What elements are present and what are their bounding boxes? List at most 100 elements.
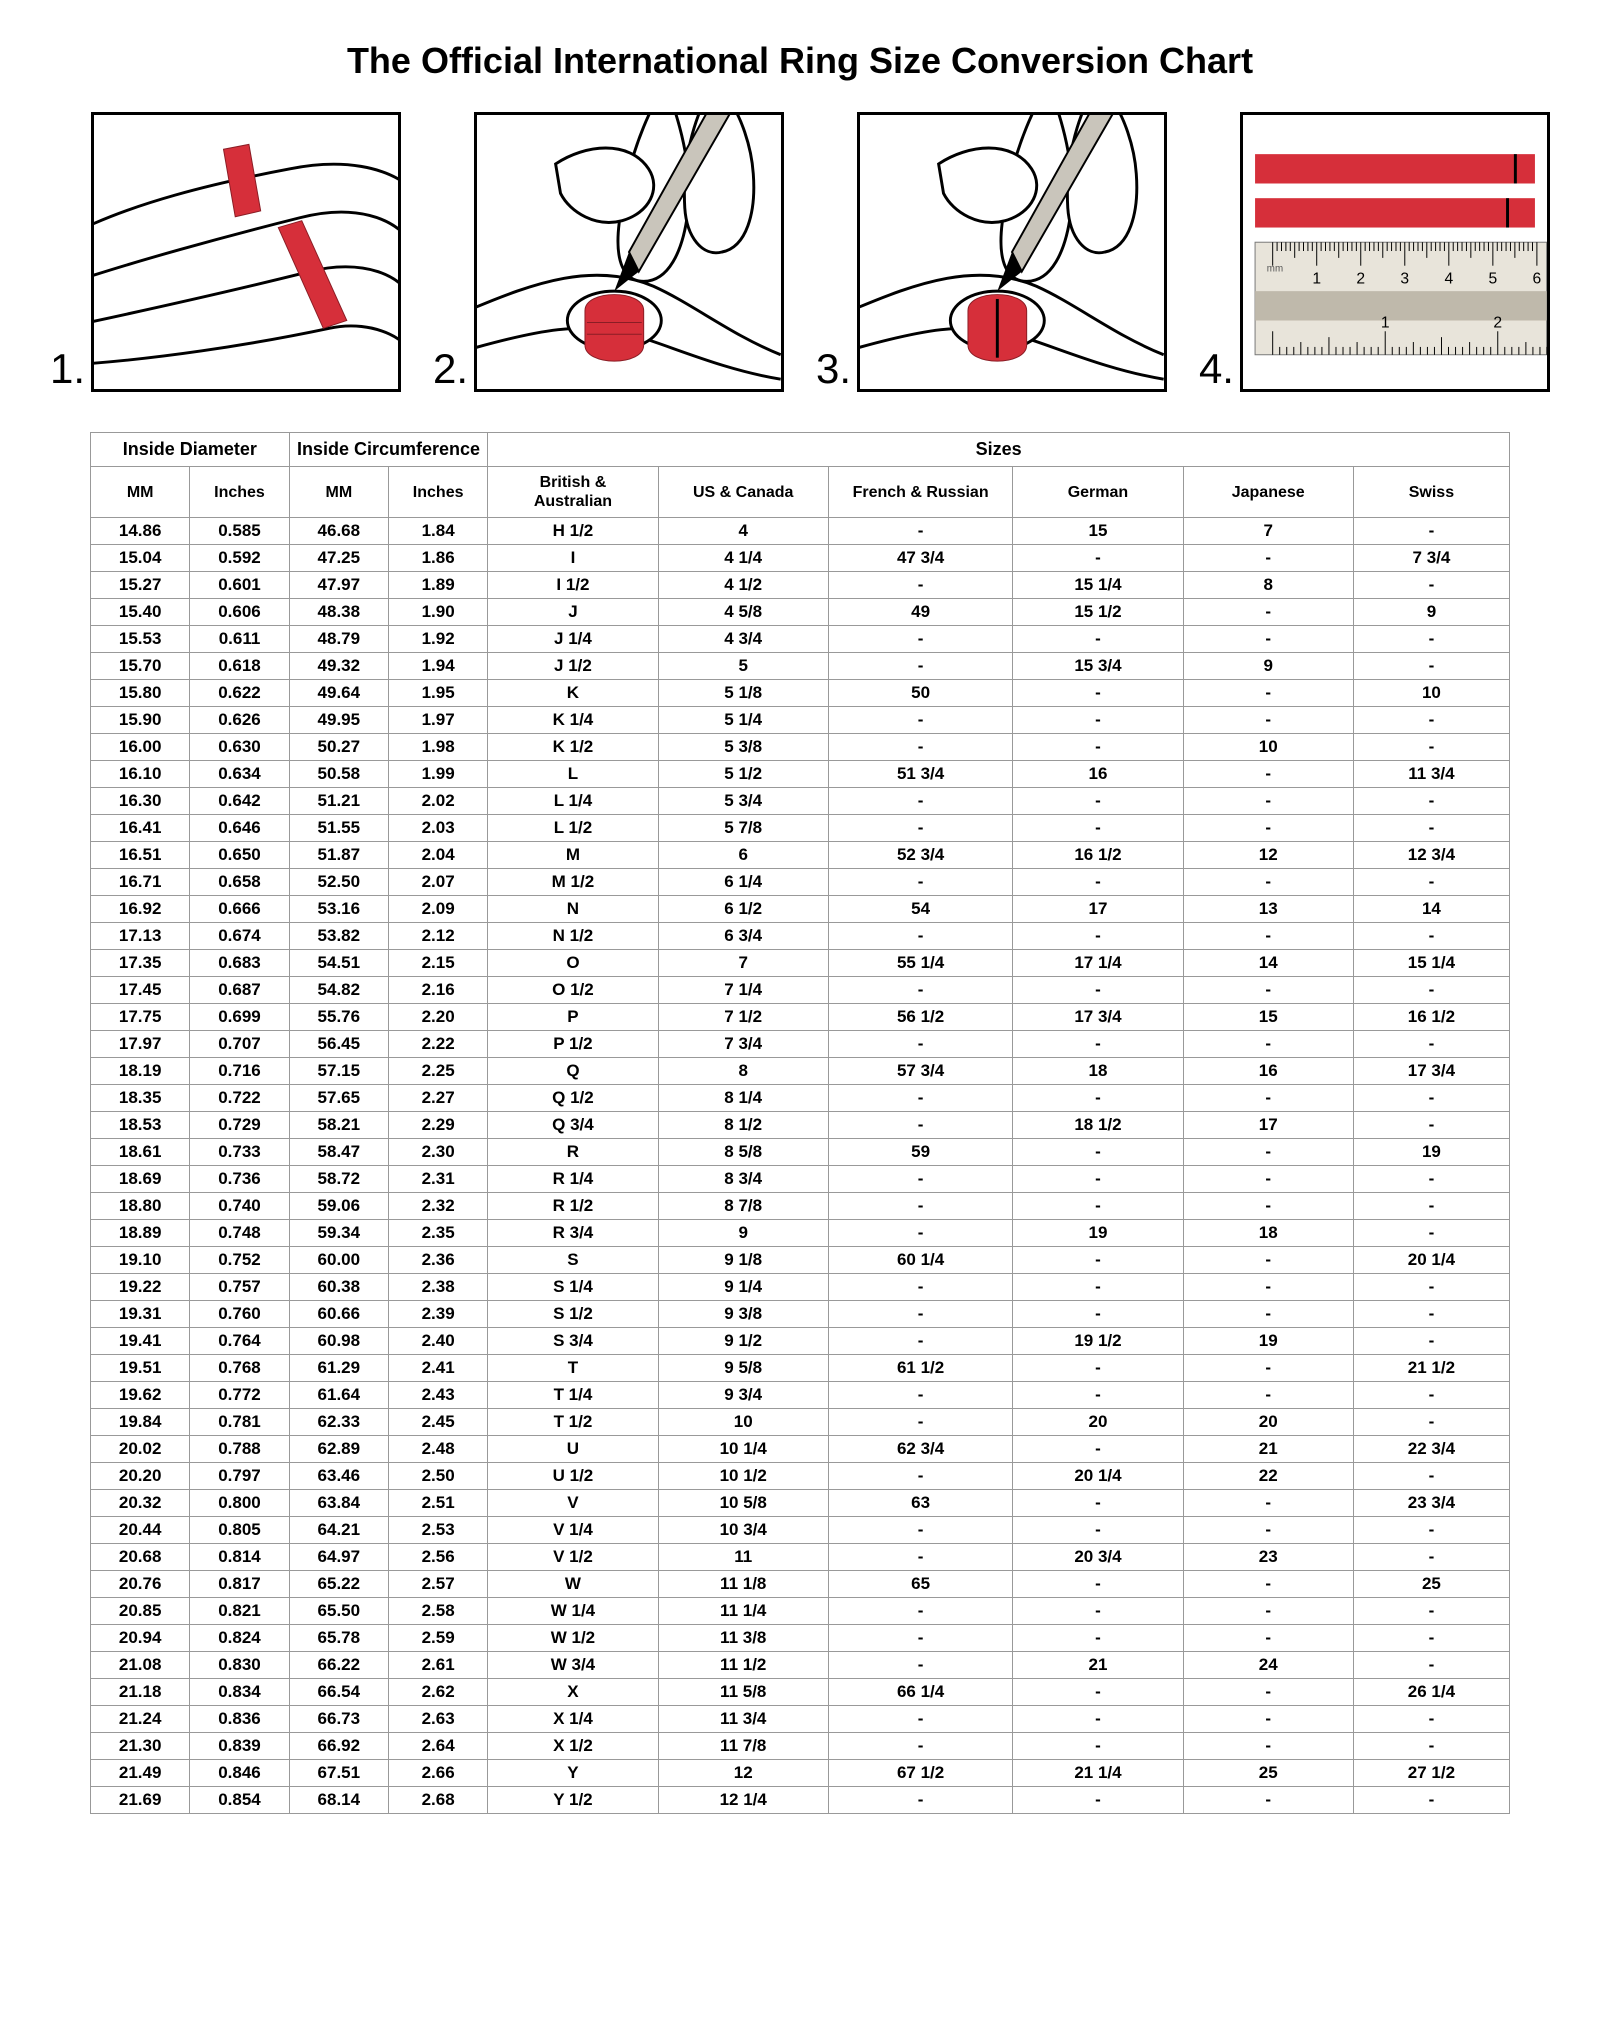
table-cell: 48.38 <box>289 599 388 626</box>
table-row: 21.300.83966.922.64X 1/211 7/8---- <box>91 1733 1510 1760</box>
table-cell: 0.658 <box>190 869 289 896</box>
table-cell: 24 <box>1183 1652 1353 1679</box>
table-cell: 20 <box>1013 1409 1183 1436</box>
table-cell: 60 1/4 <box>828 1247 1012 1274</box>
table-cell: 7 1/4 <box>658 977 828 1004</box>
table-cell: 2.50 <box>388 1463 487 1490</box>
table-cell: 0.839 <box>190 1733 289 1760</box>
table-row: 17.130.67453.822.12N 1/26 3/4---- <box>91 923 1510 950</box>
table-cell: 18 <box>1183 1220 1353 1247</box>
illustration-3: 3. <box>816 112 1167 392</box>
table-cell: 17.13 <box>91 923 190 950</box>
table-cell: 0.687 <box>190 977 289 1004</box>
table-row: 21.690.85468.142.68Y 1/212 1/4---- <box>91 1787 1510 1814</box>
table-cell: L <box>488 761 658 788</box>
col-header: French & Russian <box>828 467 1012 518</box>
illus-box-4: 123456 12 mm <box>1240 112 1550 392</box>
table-cell: M 1/2 <box>488 869 658 896</box>
table-cell: 20 1/4 <box>1013 1463 1183 1490</box>
table-cell: 64.97 <box>289 1544 388 1571</box>
table-cell: 20 <box>1183 1409 1353 1436</box>
table-cell: 53.16 <box>289 896 388 923</box>
table-cell: 15.53 <box>91 626 190 653</box>
table-cell: 60.66 <box>289 1301 388 1328</box>
table-row: 15.800.62249.641.95K5 1/850--10 <box>91 680 1510 707</box>
table-cell: 5 3/4 <box>658 788 828 815</box>
table-cell: 0.630 <box>190 734 289 761</box>
table-cell: 2.39 <box>388 1301 487 1328</box>
table-cell: 20.32 <box>91 1490 190 1517</box>
table-cell: 11 7/8 <box>658 1733 828 1760</box>
table-cell: - <box>1353 653 1509 680</box>
col-header: British &Australian <box>488 467 658 518</box>
table-cell: 20.94 <box>91 1625 190 1652</box>
table-cell: X <box>488 1679 658 1706</box>
table-cell: - <box>828 626 1012 653</box>
table-cell: 58.47 <box>289 1139 388 1166</box>
table-cell: 15 <box>1013 518 1183 545</box>
table-cell: 2.36 <box>388 1247 487 1274</box>
col-header: Japanese <box>1183 467 1353 518</box>
th-inside-diameter: Inside Diameter <box>91 433 290 467</box>
table-cell: 2.51 <box>388 1490 487 1517</box>
table-row: 20.020.78862.892.48U10 1/462 3/4-2122 3/… <box>91 1436 1510 1463</box>
col-header: US & Canada <box>658 467 828 518</box>
table-cell: 14 <box>1353 896 1509 923</box>
table-cell: 0.606 <box>190 599 289 626</box>
table-cell: 65.50 <box>289 1598 388 1625</box>
table-row: 16.510.65051.872.04M652 3/416 1/21212 3/… <box>91 842 1510 869</box>
illus-label-1: 1. <box>50 348 85 392</box>
table-cell: - <box>1183 1085 1353 1112</box>
table-cell: S <box>488 1247 658 1274</box>
table-cell: - <box>1013 869 1183 896</box>
table-cell: 2.22 <box>388 1031 487 1058</box>
table-cell: 47.25 <box>289 545 388 572</box>
table-cell: 0.683 <box>190 950 289 977</box>
table-cell: - <box>1013 1571 1183 1598</box>
table-cell: 2.32 <box>388 1193 487 1220</box>
col-header: Inches <box>190 467 289 518</box>
table-cell: - <box>1183 1247 1353 1274</box>
th-sizes: Sizes <box>488 433 1510 467</box>
table-cell: T 1/2 <box>488 1409 658 1436</box>
table-cell: 2.61 <box>388 1652 487 1679</box>
table-cell: - <box>1353 1382 1509 1409</box>
table-cell: 2.38 <box>388 1274 487 1301</box>
table-cell: 9 3/8 <box>658 1301 828 1328</box>
table-cell: - <box>828 977 1012 1004</box>
table-cell: - <box>1013 1355 1183 1382</box>
svg-text:5: 5 <box>1488 270 1497 287</box>
table-cell: 18.61 <box>91 1139 190 1166</box>
table-cell: - <box>828 1625 1012 1652</box>
table-cell: - <box>1013 923 1183 950</box>
svg-text:mm: mm <box>1267 264 1283 275</box>
illus-label-4: 4. <box>1199 348 1234 392</box>
table-cell: 21.30 <box>91 1733 190 1760</box>
table-cell: 67 1/2 <box>828 1760 1012 1787</box>
table-cell: 0.634 <box>190 761 289 788</box>
table-cell: W 1/4 <box>488 1598 658 1625</box>
table-cell: Y 1/2 <box>488 1787 658 1814</box>
table-cell: 62 3/4 <box>828 1436 1012 1463</box>
table-cell: 12 <box>658 1760 828 1787</box>
table-cell: 20 1/4 <box>1353 1247 1509 1274</box>
table-cell: - <box>1353 1787 1509 1814</box>
table-cell: O <box>488 950 658 977</box>
table-cell: 4 3/4 <box>658 626 828 653</box>
table-cell: 0.768 <box>190 1355 289 1382</box>
table-cell: - <box>1353 923 1509 950</box>
table-row: 15.700.61849.321.94J 1/25-15 3/49- <box>91 653 1510 680</box>
table-cell: - <box>1183 1598 1353 1625</box>
table-cell: 18.53 <box>91 1112 190 1139</box>
table-cell: 51.87 <box>289 842 388 869</box>
table-cell: 2.45 <box>388 1409 487 1436</box>
table-cell: 0.764 <box>190 1328 289 1355</box>
table-cell: - <box>1353 1031 1509 1058</box>
table-cell: - <box>828 653 1012 680</box>
table-cell: 1.90 <box>388 599 487 626</box>
table-cell: 20.02 <box>91 1436 190 1463</box>
table-cell: 21 <box>1013 1652 1183 1679</box>
table-row: 19.510.76861.292.41T9 5/861 1/2--21 1/2 <box>91 1355 1510 1382</box>
table-cell: 10 1/4 <box>658 1436 828 1463</box>
table-cell: - <box>828 1328 1012 1355</box>
